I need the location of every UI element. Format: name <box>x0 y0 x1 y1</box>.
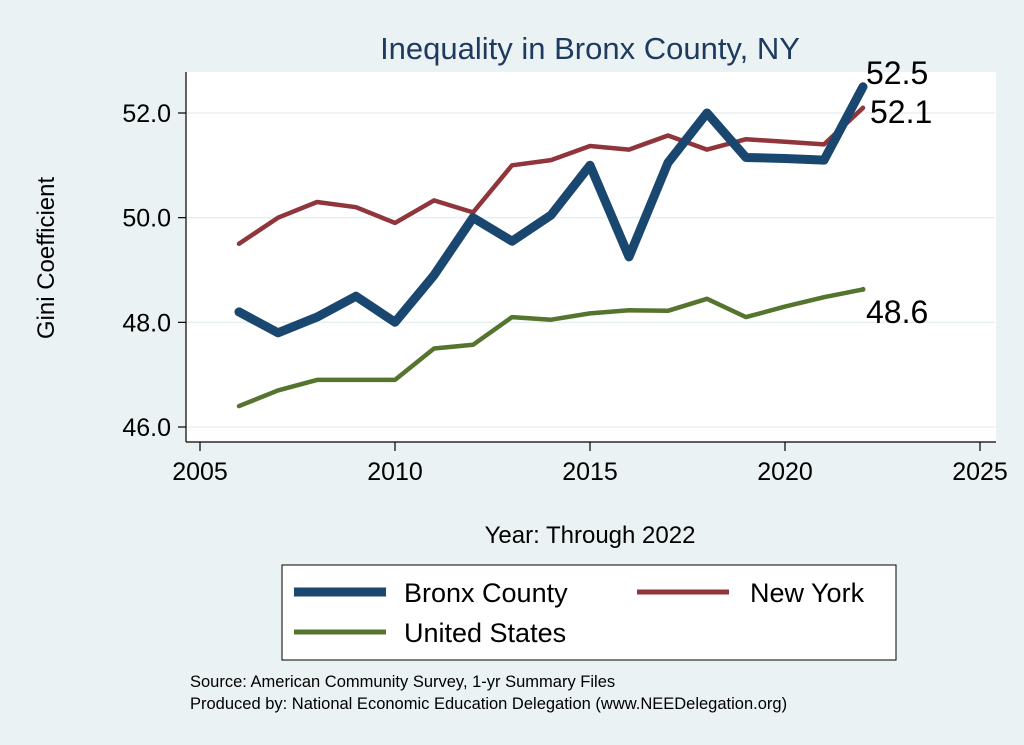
source-note: Source: American Community Survey, 1-yr … <box>190 673 615 691</box>
x-axis-title: Year: Through 2022 <box>485 522 696 549</box>
ticks: 46.0 48.0 50.0 52.0 2005 2010 2015 2020 2025 <box>122 100 1007 486</box>
x-tick-label: 2010 <box>367 458 423 486</box>
legend-box <box>281 564 897 661</box>
x-tick-label: 2025 <box>952 458 1008 486</box>
y-tick-label: 48.0 <box>122 309 171 337</box>
series-line-united-states <box>236 287 866 409</box>
end-label-bronx-county: 52.5 <box>866 55 928 91</box>
y-axis-title: Gini Coefficient <box>33 177 60 340</box>
end-labels: 52.552.1 48.6 <box>866 55 932 330</box>
legend-label-united-states: United States <box>404 618 566 648</box>
end-label-new-york: 52.1 <box>870 94 932 130</box>
end-marker-united-states <box>860 286 866 292</box>
legend: Bronx County New York United States <box>281 564 897 661</box>
y-tick-label: 46.0 <box>122 414 171 442</box>
produced-by-note: Produced by: National Economic Education… <box>190 695 787 713</box>
series-line-bronx-county <box>234 82 868 338</box>
end-label-united-states: 48.6 <box>866 294 928 330</box>
legend-label-new-york: New York <box>750 578 865 608</box>
legend-label-bronx-county: Bronx County <box>404 578 568 608</box>
x-tick-label: 2005 <box>172 458 228 486</box>
x-tick-label: 2015 <box>562 458 618 486</box>
chart-title: Inequality in Bronx County, NY <box>380 31 800 66</box>
x-tick-label: 2020 <box>757 458 813 486</box>
y-tick-label: 50.0 <box>122 205 171 233</box>
series-lines <box>234 82 868 409</box>
y-tick-label: 52.0 <box>122 100 171 128</box>
